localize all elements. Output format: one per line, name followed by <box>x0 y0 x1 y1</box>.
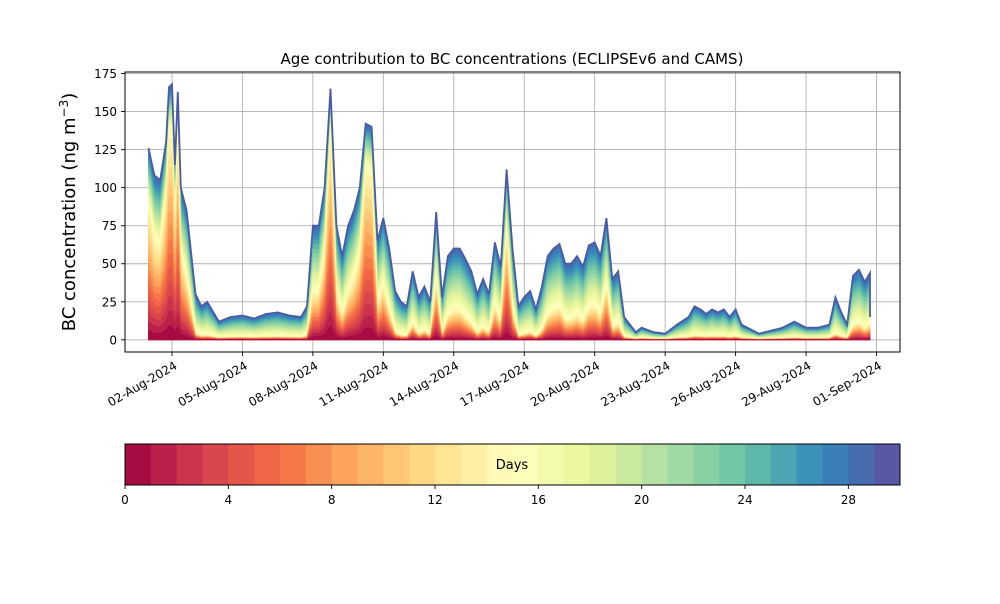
colorbar-segment <box>641 444 668 485</box>
y-axis-label-sup: −3 <box>57 100 71 118</box>
y-axis-label-close: ) <box>59 93 80 100</box>
x-tick-label: 26-Aug-2024 <box>669 358 743 409</box>
colorbar-tick-label: 8 <box>328 493 336 507</box>
colorbar-segment <box>822 444 849 485</box>
colorbar-segment <box>615 444 643 485</box>
colorbar-segment <box>486 444 513 485</box>
colorbar-segment <box>409 444 436 485</box>
colorbar-tick-label: 20 <box>634 493 649 507</box>
total-concentration-line <box>147 82 871 335</box>
colorbar-tick-label: 28 <box>841 493 856 507</box>
colorbar-segment <box>357 444 384 485</box>
y-axis-label: BC concentration (ng m−3) <box>57 93 80 332</box>
x-tick-label: 23-Aug-2024 <box>598 358 672 409</box>
colorbar-segment <box>719 444 746 485</box>
chart-title: Age contribution to BC concentrations (E… <box>281 50 744 68</box>
colorbar-tick-label: 12 <box>427 493 442 507</box>
colorbar-segment <box>228 444 255 485</box>
x-tick-label: 29-Aug-2024 <box>739 358 813 409</box>
colorbar-segment <box>590 444 617 485</box>
colorbar-segment <box>874 444 901 485</box>
colorbar-segment <box>383 444 410 485</box>
plot-ticks: 0 25 50 75 100 125 150 175 02-Aug-202405-Aug-202… <box>94 67 884 409</box>
y-tick-label: 150 <box>94 105 117 119</box>
colorbar-segment <box>176 444 203 485</box>
x-tick-label: 08-Aug-2024 <box>246 358 320 409</box>
colorbar-segment <box>745 444 772 485</box>
colorbar-segment <box>796 444 823 485</box>
colorbar-segment <box>667 444 694 485</box>
x-tick-label: 02-Aug-2024 <box>105 358 179 409</box>
x-tick-label: 17-Aug-2024 <box>458 358 532 409</box>
x-tick-label: 05-Aug-2024 <box>176 358 250 409</box>
x-tick-label: 14-Aug-2024 <box>387 358 461 409</box>
y-tick-label: 100 <box>94 181 117 195</box>
colorbar-segment <box>280 444 307 485</box>
plot-frame <box>124 71 901 353</box>
x-tick-label: 20-Aug-2024 <box>528 358 602 409</box>
y-tick-label: 0 <box>109 333 117 347</box>
colorbar-segment <box>770 444 798 485</box>
y-tick-label: 125 <box>94 143 117 157</box>
colorbar-segment <box>125 444 152 485</box>
colorbar-tick-label: 24 <box>737 493 752 507</box>
colorbar-border <box>124 443 901 486</box>
colorbar-tick-label: 4 <box>225 493 233 507</box>
y-axis-label-main: BC concentration (ng m <box>59 117 80 331</box>
y-tick-label: 25 <box>102 295 117 309</box>
colorbar-tick-label: 0 <box>121 493 129 507</box>
colorbar: 0 4 8 12 16 20 24 28 <box>121 443 901 507</box>
colorbar-segment <box>460 444 488 485</box>
x-tick-label: 01-Sep-2024 <box>810 358 884 409</box>
x-tick-label: 11-Aug-2024 <box>317 358 391 409</box>
plot-border <box>124 71 901 353</box>
colorbar-segment <box>538 444 565 485</box>
y-tick-label: 50 <box>102 257 117 271</box>
y-tick-label: 75 <box>102 219 117 233</box>
colorbar-segment <box>254 444 281 485</box>
colorbar-segment <box>331 444 358 485</box>
plot-areas <box>147 82 871 341</box>
colorbar-tick-label: 16 <box>531 493 546 507</box>
colorbar-segment <box>150 444 178 485</box>
colorbar-segment <box>512 444 539 485</box>
colorbar-label: Days <box>496 458 529 473</box>
colorbar-segment <box>693 444 720 485</box>
colorbar-segment <box>305 444 333 485</box>
colorbar-segment <box>435 444 462 485</box>
colorbar-segment <box>564 444 591 485</box>
age-band-area <box>148 325 871 341</box>
colorbar-segment <box>202 444 229 485</box>
colorbar-segment <box>848 444 875 485</box>
y-tick-label: 175 <box>94 67 117 81</box>
